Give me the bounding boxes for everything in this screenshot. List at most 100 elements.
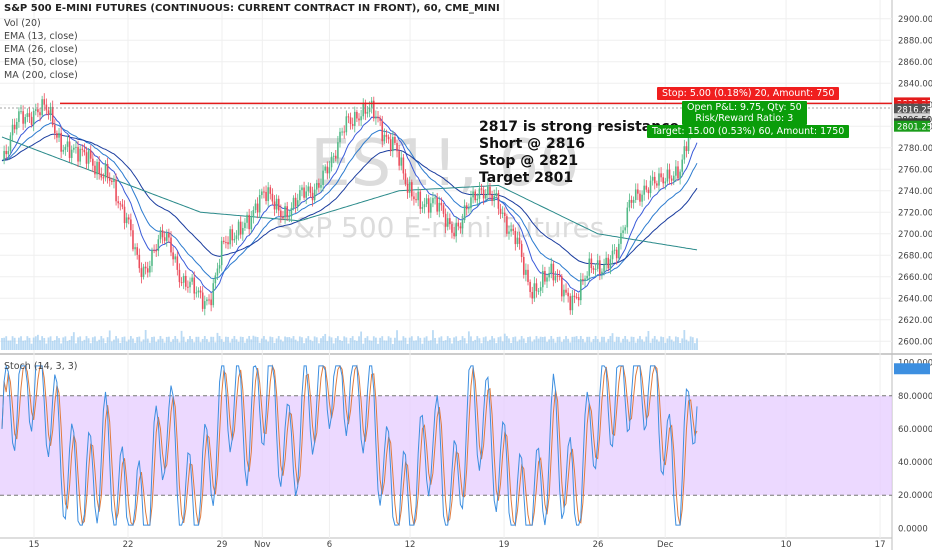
candle-body bbox=[630, 199, 633, 203]
volume-bar bbox=[313, 336, 316, 350]
volume-bar bbox=[20, 336, 22, 350]
candle-body bbox=[157, 239, 160, 251]
volume-bar bbox=[39, 340, 41, 350]
candle-body bbox=[132, 230, 134, 250]
volume-bar bbox=[260, 338, 263, 350]
candle-body bbox=[155, 250, 158, 252]
candle-body bbox=[677, 166, 679, 179]
candle-body bbox=[191, 277, 193, 282]
volume-bar bbox=[252, 335, 255, 350]
pnl-box[interactable]: Open P&L: 9.75, Qty: 50 Risk/Reward Rati… bbox=[682, 101, 807, 125]
candle-body bbox=[299, 190, 301, 201]
trade-annotation[interactable]: 2817 is strong resistance Short @ 2816 S… bbox=[479, 119, 679, 187]
candle-body bbox=[685, 146, 688, 152]
stoch-title[interactable]: Stoch (14, 3, 3) bbox=[4, 361, 78, 372]
candle-body bbox=[231, 229, 234, 241]
volume-bar bbox=[208, 342, 210, 350]
candle-body bbox=[301, 187, 303, 191]
volume-bar bbox=[672, 341, 675, 350]
volume-bar bbox=[132, 338, 134, 350]
volume-bar bbox=[216, 332, 219, 350]
candle-body bbox=[605, 257, 607, 265]
volume-bar bbox=[607, 338, 610, 350]
volume-bar bbox=[292, 336, 295, 350]
volume-bar bbox=[3, 337, 6, 350]
volume-bar bbox=[459, 340, 462, 350]
volume-bar bbox=[696, 338, 698, 350]
candle-body bbox=[58, 132, 60, 138]
volume-bar bbox=[620, 342, 622, 350]
candle-body bbox=[423, 204, 426, 208]
candle-body bbox=[193, 277, 196, 294]
candle-body bbox=[584, 278, 586, 281]
candle-body bbox=[41, 99, 43, 116]
volume-bar bbox=[457, 341, 460, 350]
volume-bar bbox=[379, 337, 382, 350]
candle-body bbox=[341, 131, 343, 133]
volume-bar bbox=[387, 336, 390, 350]
volume-bar bbox=[427, 340, 430, 350]
volume-bar bbox=[279, 339, 282, 350]
candle-body bbox=[660, 173, 662, 178]
candle-body bbox=[672, 175, 675, 181]
indicator-ma200[interactable]: MA (200, close) bbox=[4, 70, 78, 81]
candle-body bbox=[565, 289, 567, 293]
candle-body bbox=[170, 237, 172, 253]
indicator-ema26[interactable]: EMA (26, close) bbox=[4, 44, 78, 55]
candle-body bbox=[328, 167, 331, 174]
stoch-tick-label: 80.0000 bbox=[898, 392, 932, 402]
indicator-ema13[interactable]: EMA (13, close) bbox=[4, 31, 78, 42]
candle-body bbox=[161, 230, 164, 238]
candle-body bbox=[102, 177, 105, 179]
candle-body bbox=[261, 191, 263, 196]
stoch-k-line bbox=[1, 365, 698, 526]
volume-bar bbox=[524, 342, 527, 350]
annotation-line-1: 2817 is strong resistance bbox=[479, 119, 680, 135]
candle-body bbox=[337, 142, 339, 159]
volume-bar bbox=[349, 338, 352, 350]
volume-bar bbox=[134, 342, 136, 350]
candle-body bbox=[311, 192, 314, 201]
candle-body bbox=[539, 287, 542, 291]
volume-bar bbox=[417, 336, 420, 350]
candle-body bbox=[379, 118, 381, 121]
volume-bar bbox=[136, 337, 139, 350]
candle-body bbox=[529, 281, 531, 292]
volume-bar bbox=[658, 341, 660, 350]
candle-body bbox=[603, 264, 605, 272]
candle-body bbox=[343, 131, 346, 133]
volume-bar bbox=[332, 343, 335, 350]
volume-bar bbox=[683, 330, 686, 350]
stop-label[interactable]: Stop: 5.00 (0.18%) 20, Amount: 750 bbox=[657, 87, 840, 100]
volume-bar bbox=[455, 336, 458, 350]
volume-bar bbox=[571, 336, 574, 350]
candle-body bbox=[577, 297, 580, 301]
candle-body bbox=[430, 203, 432, 213]
candle-body bbox=[212, 283, 215, 306]
volume-bar bbox=[72, 332, 75, 350]
candle-body bbox=[92, 158, 94, 166]
volume-bar bbox=[398, 340, 401, 350]
volume-bar bbox=[622, 338, 624, 350]
volume-bar bbox=[186, 339, 189, 350]
candle-body bbox=[30, 116, 33, 125]
candle-body bbox=[153, 250, 155, 252]
target-label[interactable]: Target: 15.00 (0.53%) 60, Amount: 1750 bbox=[647, 125, 850, 138]
candle-body bbox=[639, 193, 641, 202]
candle-body bbox=[484, 194, 487, 199]
candle-body bbox=[68, 141, 71, 158]
time-tick-label: 29 bbox=[217, 540, 228, 550]
candle-body bbox=[421, 207, 424, 209]
volume-bar bbox=[235, 339, 238, 350]
indicator-vol[interactable]: Vol (20) bbox=[4, 18, 41, 29]
volume-bar bbox=[508, 338, 510, 350]
candle-body bbox=[594, 268, 597, 270]
candle-body bbox=[113, 179, 115, 183]
candle-body bbox=[556, 275, 559, 277]
volume-bar bbox=[17, 337, 20, 350]
candle-body bbox=[309, 186, 312, 193]
volume-bar bbox=[668, 336, 671, 350]
indicator-ema50[interactable]: EMA (50, close) bbox=[4, 57, 78, 68]
volume-bar bbox=[396, 330, 398, 350]
